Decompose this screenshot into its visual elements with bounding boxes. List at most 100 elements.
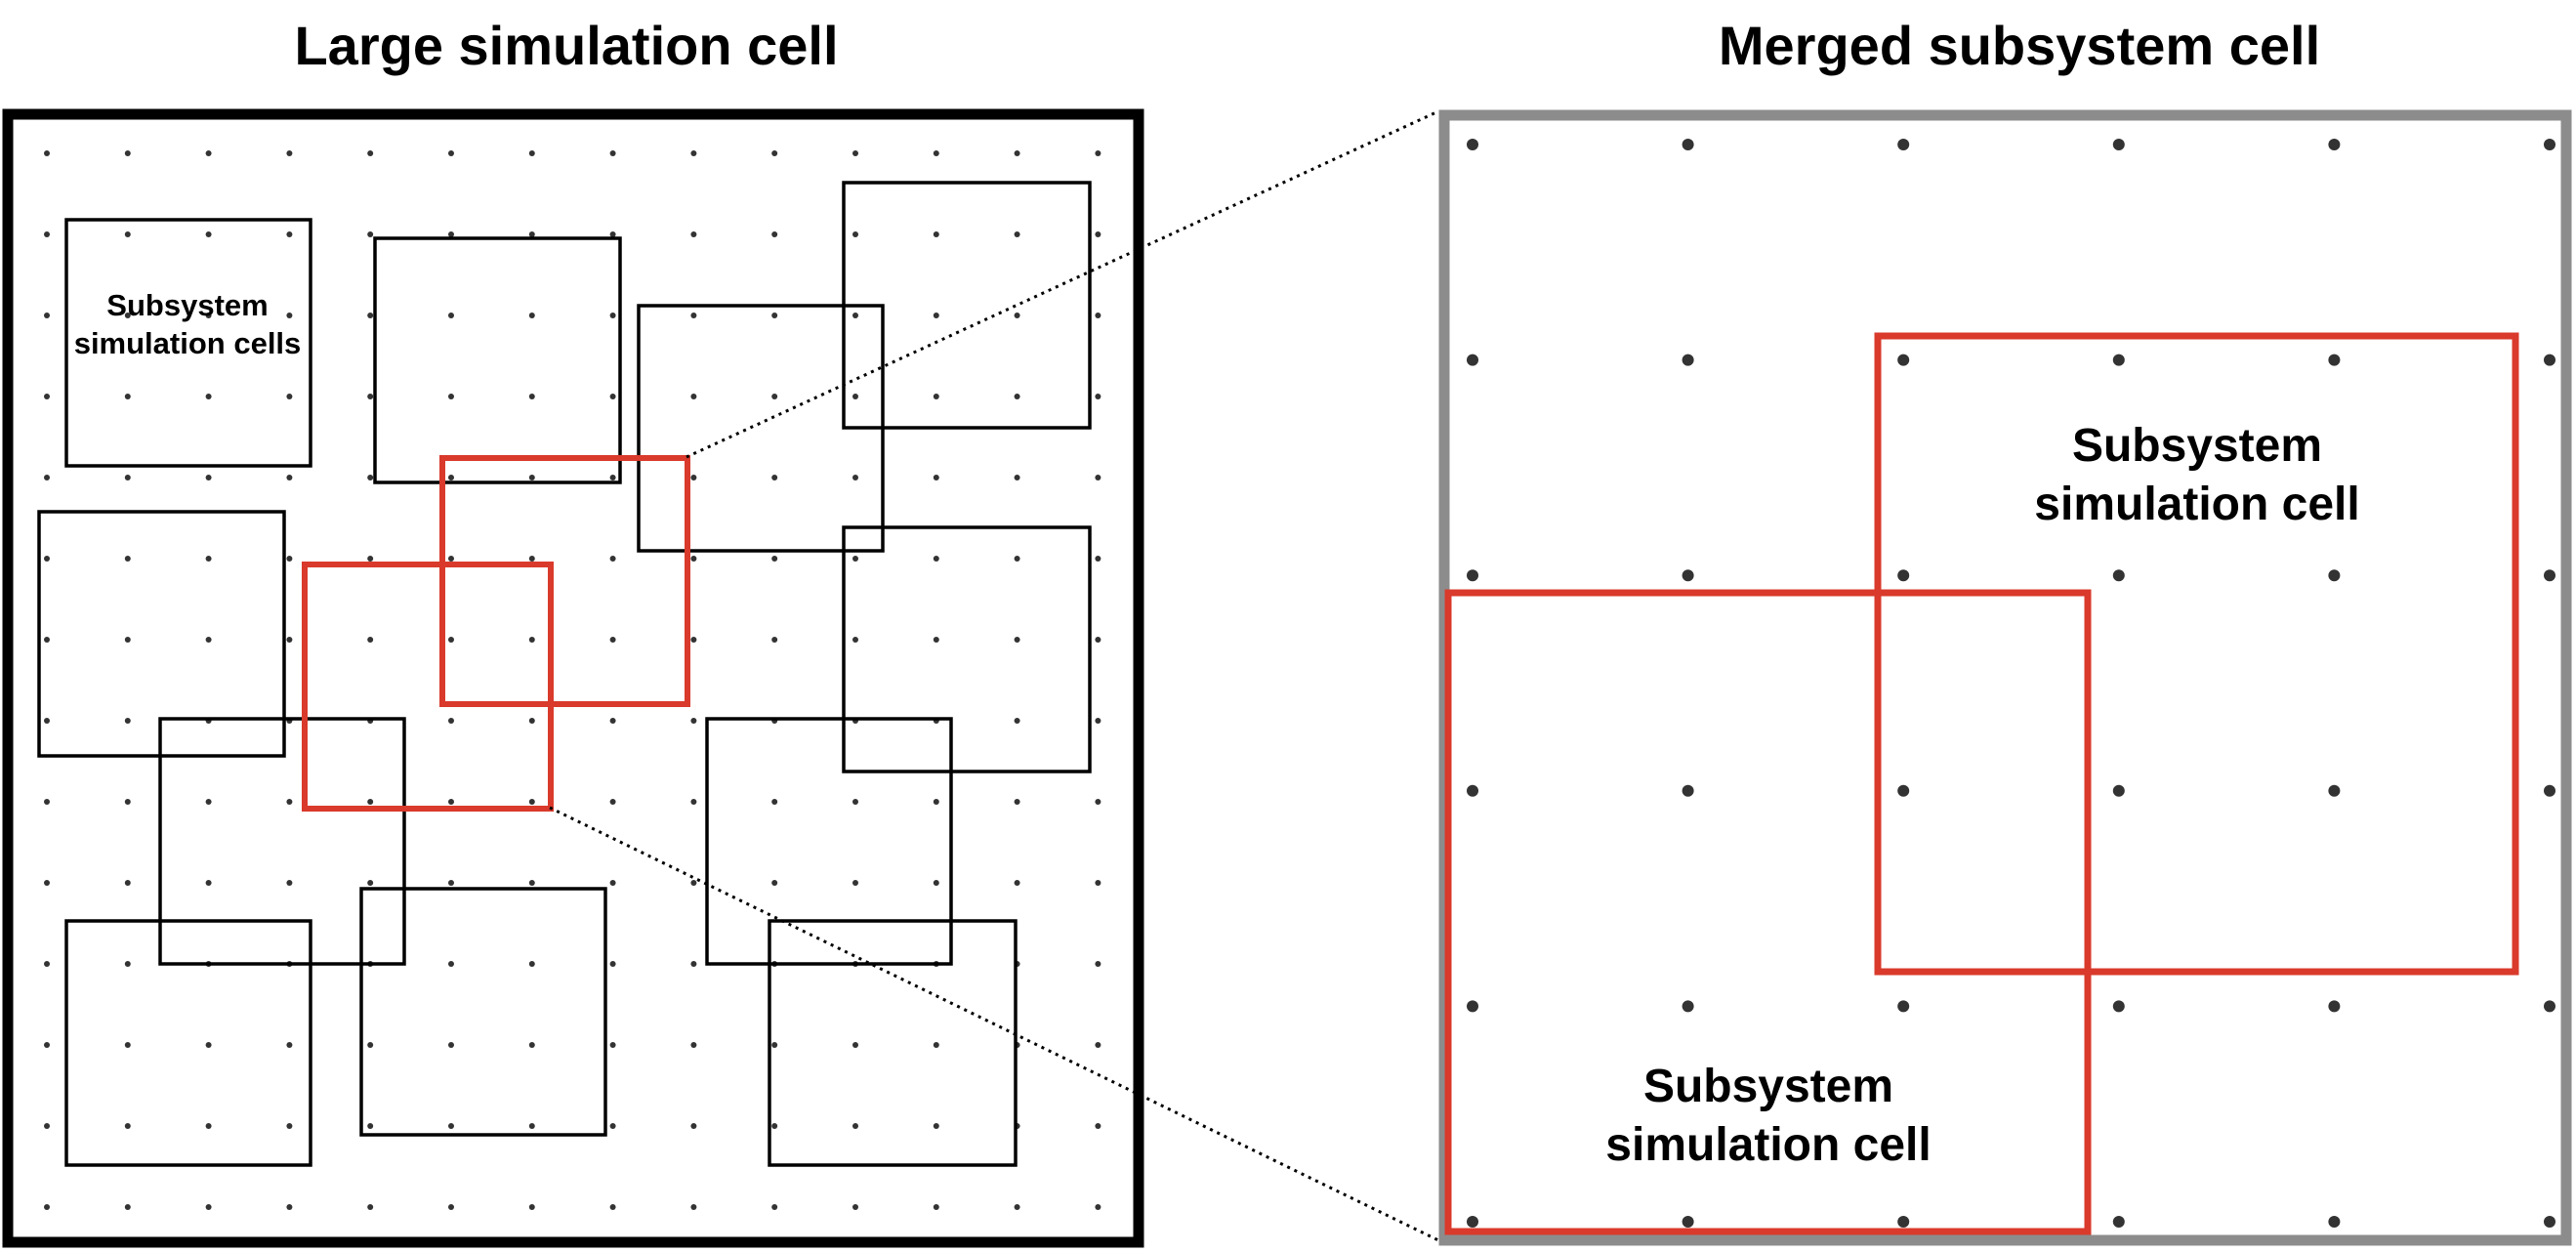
lattice-point [286,1204,293,1210]
lattice-point [609,799,616,805]
lattice-point [528,637,535,643]
lattice-point [609,150,616,156]
lattice-point [852,880,858,886]
lattice-point [1014,313,1020,318]
lattice-point [1467,1000,1478,1013]
lattice-point [124,556,131,562]
merged-cell-border [1438,109,2572,1246]
subsystem-cell [705,717,953,966]
lattice-point [44,556,50,562]
lattice-point [205,150,212,156]
lattice-point [852,1204,858,1210]
lattice-point [44,880,50,886]
large-cell-border [2,108,1144,1248]
lattice-point [933,1123,939,1129]
lattice-point [124,150,131,156]
lattice-point [852,313,858,318]
lattice-point [528,231,535,237]
lattice-point [1897,139,1910,150]
lattice-point [933,1204,939,1210]
lattice-point [1095,1042,1101,1048]
lattice-point [771,231,778,237]
lattice-point [2544,139,2555,150]
lattice-point [1897,354,1910,366]
lattice-point [205,880,212,886]
lattice-point [1467,1216,1478,1228]
lattice-point [933,637,939,643]
lattice-point [367,1204,374,1210]
lattice-point [2328,569,2341,582]
lattice-point [448,394,454,399]
lattice-point [44,150,50,156]
lattice-point [771,1123,778,1129]
lattice-point [2112,1000,2125,1013]
lattice-point [2112,1216,2125,1228]
lattice-point [690,1042,697,1048]
lattice-point [44,718,50,724]
lattice-point [1014,556,1020,562]
merged-cell-lattice [1467,139,2555,1228]
lattice-point [1014,475,1020,480]
lattice-point [2112,139,2125,150]
lattice-point [1095,556,1101,562]
lattice-point [1467,139,1478,150]
lattice-point [690,475,697,480]
lattice-point [690,556,697,562]
lattice-point [1095,1123,1101,1129]
lattice-point [1014,880,1020,886]
lattice-point [448,637,454,643]
lattice-point [852,475,858,480]
lattice-point [771,394,778,399]
lattice-point [2328,1000,2341,1013]
lattice-point [1467,569,1478,582]
lattice-point [44,1042,50,1048]
lattice-point [690,1204,697,1210]
lattice-point [690,394,697,399]
lattice-point [286,1123,293,1129]
lattice-point [1682,1216,1694,1228]
lattice-point [933,880,939,886]
lattice-point [44,1204,50,1210]
lattice-point [367,150,374,156]
lattice-point [609,394,616,399]
subsystem-cell [359,887,607,1137]
lattice-point [528,1123,535,1129]
lattice-point [286,150,293,156]
lattice-point [771,799,778,805]
lattice-point [1014,394,1020,399]
lattice-point [205,231,212,237]
lattice-point [1095,718,1101,724]
subsystem-label-line1: Subsystem [106,288,268,322]
lattice-point [690,718,697,724]
lattice-point [528,799,535,805]
lattice-point [771,556,778,562]
lattice-point [44,475,50,480]
lattice-point [1014,231,1020,237]
lattice-point [44,394,50,399]
lattice-point [367,556,374,562]
subsystem-cell [64,919,312,1167]
left-panel-title: Large simulation cell [294,15,838,76]
lattice-point [286,1042,293,1048]
lattice-point [771,150,778,156]
lattice-point [771,313,778,318]
lattice-point [44,1123,50,1129]
lattice-point [609,475,616,480]
lattice-point [1682,139,1694,150]
lattice-point [609,1042,616,1048]
lattice-point [1095,1204,1101,1210]
upper-cell-label-line2: simulation cell [2034,479,2359,530]
lattice-point [286,231,293,237]
lattice-point [205,313,212,318]
lattice-point [1682,569,1694,582]
lattice-point [609,313,616,318]
lattice-point [205,475,212,480]
lattice-point [448,231,454,237]
lower-cell-label-line2: simulation cell [1605,1119,1931,1171]
lattice-point [852,1042,858,1048]
lattice-point [1014,637,1020,643]
lattice-point [2328,354,2341,366]
lattice-point [1095,637,1101,643]
lattice-point [852,799,858,805]
lattice-point [1467,354,1478,366]
